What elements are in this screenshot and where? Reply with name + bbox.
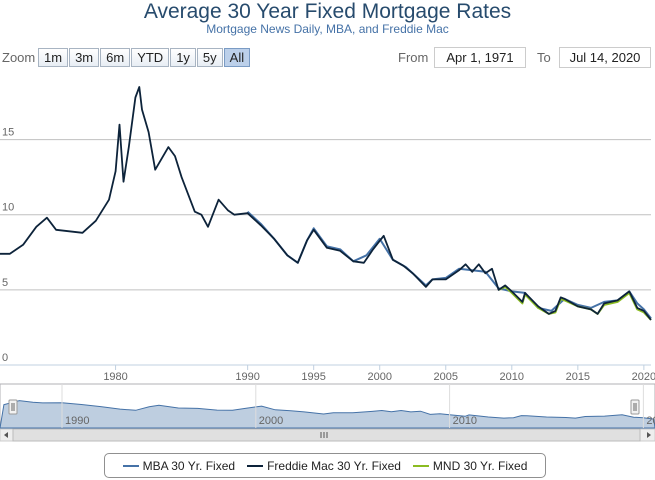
- y-tick-label: 0: [2, 352, 8, 364]
- x-tick-label: 1980: [103, 371, 127, 383]
- legend-label: MND 30 Yr. Fixed: [432, 458, 528, 473]
- chart-subtitle: Mortgage News Daily, MBA, and Freddie Ma…: [206, 22, 449, 36]
- legend-item-mnd[interactable]: MND 30 Yr. Fixed: [412, 458, 528, 473]
- legend-label: MBA 30 Yr. Fixed: [142, 458, 236, 473]
- x-axis-ticks: 1980 1990 1995 2000 2005 2010 2015 2020: [103, 365, 655, 383]
- zoom-button-3m[interactable]: 3m: [69, 48, 100, 67]
- x-tick-label: 2005: [434, 371, 458, 383]
- navigator-tick-label: 1990: [65, 415, 89, 427]
- zoom-button-group: 1m 3m 6m YTD 1y 5y All: [38, 48, 251, 67]
- from-date-input[interactable]: [434, 47, 526, 68]
- navigator-frame: [0, 383, 655, 429]
- navigator-handle-right[interactable]: [630, 399, 640, 415]
- navigator-series: [0, 400, 655, 429]
- to-date-input[interactable]: [559, 47, 651, 68]
- zoom-button-6m[interactable]: 6m: [100, 48, 131, 67]
- legend-item-freddie-mac[interactable]: Freddie Mac 30 Yr. Fixed: [247, 459, 401, 473]
- y-tick-label: 15: [2, 127, 14, 139]
- navigator-tick-label: 2020: [646, 415, 655, 427]
- navigator-tick-label: 2010: [453, 415, 477, 427]
- zoom-button-1y[interactable]: 1y: [170, 48, 196, 67]
- to-label: To: [537, 50, 551, 65]
- series-mba-line: [246, 210, 652, 320]
- zoom-button-1m[interactable]: 1m: [38, 48, 69, 67]
- zoom-button-all[interactable]: All: [223, 48, 251, 67]
- x-tick-label: 2000: [367, 371, 391, 383]
- from-label: From: [398, 50, 429, 65]
- x-tick-label: 2020: [632, 371, 655, 383]
- scroll-right-arrow-icon[interactable]: [647, 432, 651, 438]
- y-tick-label: 5: [2, 277, 8, 289]
- navigator-handle-left[interactable]: [8, 399, 18, 415]
- x-tick-label: 2015: [566, 371, 590, 383]
- y-axis-ticks: 0 5 10 15: [2, 127, 14, 364]
- grid: [0, 139, 651, 366]
- chart-title: Average 30 Year Fixed Mortgage Rates: [143, 0, 512, 23]
- legend-item-mba[interactable]: MBA 30 Yr. Fixed: [122, 458, 236, 473]
- zoom-label: Zoom: [2, 50, 36, 65]
- zoom-button-5y[interactable]: 5y: [196, 48, 223, 67]
- x-tick-label: 1995: [301, 371, 325, 383]
- y-tick-label: 10: [2, 202, 14, 214]
- legend: MBA 30 Yr. Fixed Freddie Mac 30 Yr. Fixed…: [104, 453, 546, 478]
- zoom-button-ytd[interactable]: YTD: [131, 48, 170, 67]
- plot-area: [0, 86, 652, 321]
- legend-label: Freddie Mac 30 Yr. Fixed: [267, 458, 401, 473]
- legend-swatch: [412, 464, 429, 467]
- legend-swatch: [122, 464, 139, 467]
- x-tick-label: 1990: [235, 371, 259, 383]
- scroll-left-arrow-icon[interactable]: [4, 432, 8, 438]
- navigator-tick-label: 2000: [259, 415, 283, 427]
- series-freddie-mac-line: [0, 86, 652, 321]
- navigator[interactable]: 1990 2000 2010 2020: [0, 383, 655, 442]
- legend-swatch: [247, 464, 264, 467]
- x-tick-label: 2010: [500, 371, 524, 383]
